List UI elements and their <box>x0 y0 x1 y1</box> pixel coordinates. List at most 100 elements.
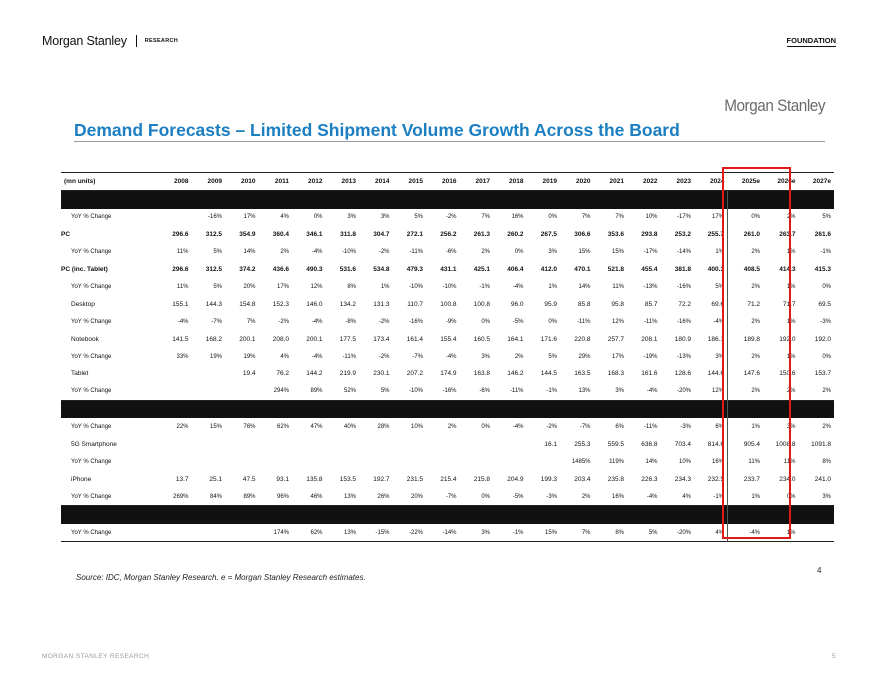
table-cell: 150.8 <box>158 400 192 419</box>
table-cell: 85.8 <box>577 300 591 308</box>
table-cell: -4% <box>445 353 457 360</box>
table-cell: -4% <box>646 388 658 395</box>
table-cell: -2% <box>378 318 390 325</box>
table-cell: 153.5 <box>339 475 356 483</box>
table-cell: 11.8 <box>526 190 560 209</box>
table-cell: 1,469.5 <box>426 400 460 419</box>
table-cell <box>192 383 226 401</box>
table-cell: 17% <box>276 284 289 291</box>
table-cell: -1% <box>694 488 728 506</box>
table-cell: 381.8 <box>674 266 691 274</box>
row-label: PC <box>61 231 71 239</box>
table-cell: 76.2 <box>276 370 289 378</box>
unit-label-header: (mn units) <box>61 171 158 192</box>
table-cell: -16% <box>408 318 423 325</box>
table-cell: 7% <box>560 523 594 543</box>
table-cell: 8.3 <box>225 190 259 209</box>
table-cell: 207.2 <box>406 370 423 378</box>
row-label: YoY % Change <box>71 284 112 291</box>
table-cell: 69.6 <box>694 295 728 314</box>
table-cell: -11% <box>643 424 658 431</box>
table-cell: 1% <box>786 353 796 360</box>
table-cell: 110.7 <box>407 300 423 308</box>
year-header: 2019 <box>526 171 560 192</box>
table-cell: 200.1 <box>239 335 256 343</box>
table-cell: 253.2 <box>674 231 691 239</box>
year-header: 2023 <box>660 171 694 192</box>
table-cell: 1% <box>751 424 760 431</box>
table-cell: -3% <box>820 318 831 325</box>
table-cell: -9% <box>445 318 457 325</box>
table-row: iPad 14.8 40.5 65.7 74.2 63.4 49.6 42.5 43.8 43.3… <box>61 505 834 524</box>
table-cell: 1,402.5 <box>493 400 527 419</box>
table-row: Desktop 155.1 144.3 154.8 152.3 146.0 134.2 131… <box>61 295 834 314</box>
brand-name: Morgan Stanley <box>42 34 127 48</box>
year-header: 2022 <box>627 171 661 192</box>
table-cell: 146.0 <box>306 300 323 308</box>
table-cell: 173.4 <box>191 400 225 419</box>
table-cell: 13.5 <box>593 190 627 209</box>
year-header: 2018 <box>493 171 527 192</box>
table-cell: -2% <box>445 214 457 221</box>
table-cell: 200.1 <box>306 335 323 343</box>
table-cell <box>158 209 192 226</box>
table-cell: 12% <box>310 284 323 291</box>
table-cell: 100.8 <box>473 300 490 308</box>
table-cell: 3% <box>347 214 356 221</box>
row-label: YoY % Change <box>71 249 112 256</box>
table-cell: 8.6 <box>258 190 292 209</box>
table-cell: 49.9 <box>526 505 560 524</box>
table-cell: -4% <box>512 424 524 431</box>
year-header: 2011 <box>258 171 292 192</box>
table-cell <box>292 436 326 453</box>
table-cell: 1,235.6 <box>694 400 728 419</box>
footer-page-number: 5 <box>832 653 836 660</box>
table-cell: 400.3 <box>694 260 728 279</box>
table-cell: 494.4 <box>258 400 292 419</box>
table-cell: 261.0 <box>743 231 760 239</box>
table-cell: 192.0 <box>814 335 831 343</box>
table-row: YoY % Change 1485% 119% 14% 10% 16% 11% 11% 8% <box>61 453 834 471</box>
table-cell: 0% <box>548 318 557 325</box>
table-cell: 13.7 <box>175 475 189 483</box>
table-cell <box>292 453 326 470</box>
table-cell: 8.7 <box>292 190 326 209</box>
table-cell: 47% <box>310 424 323 431</box>
table-cell: 5% <box>548 353 557 360</box>
table-cell: -17% <box>643 249 658 256</box>
table-cell: 199.3 <box>540 475 557 483</box>
table-cell: 0% <box>786 493 796 500</box>
table-cell <box>158 523 192 543</box>
table-cell: 14.5 <box>727 190 763 209</box>
table-header-row: (mn units) 2008 2009 2010 2011 2012 2013 2014 20… <box>61 171 834 192</box>
table-cell: 1008.8 <box>775 441 796 449</box>
table-cell: 1,281.2 <box>560 400 594 419</box>
table-cell: 1,248.5 <box>727 400 763 419</box>
year-header: 2013 <box>325 171 359 192</box>
table-cell: 12.7 <box>560 190 594 209</box>
table-cell: 470.1 <box>574 266 591 274</box>
table-cell: -11% <box>509 388 524 395</box>
table-cell: 1% <box>751 493 760 500</box>
table-row: YoY % Change 11% 5% 14% 2% -4% -10% -2% -11% -6% 2… <box>61 243 834 261</box>
table-cell: -1% <box>493 523 527 543</box>
table-cell: -17% <box>676 214 691 221</box>
table-cell: 2% <box>751 284 760 291</box>
table-cell: -3% <box>680 424 691 431</box>
table-cell <box>527 453 561 470</box>
table-cell: 4% <box>280 214 289 221</box>
table-cell: 4% <box>694 523 728 543</box>
foundation-label: FOUNDATION <box>786 36 836 47</box>
year-header: 2016 <box>426 171 460 192</box>
table-cell: -2% <box>278 318 289 325</box>
table-cell: 33% <box>176 353 189 360</box>
table-cell: -22% <box>392 523 426 543</box>
table-cell: 296.6 <box>172 266 189 274</box>
year-header: 2012 <box>292 171 326 192</box>
table-cell: 20% <box>243 284 256 291</box>
table-cell: 7% <box>246 318 256 325</box>
table-cell: 47.5 <box>242 475 256 483</box>
table-cell: -16% <box>676 284 691 291</box>
table-cell: 226.3 <box>641 475 658 483</box>
row-label: iPhone <box>71 475 92 483</box>
